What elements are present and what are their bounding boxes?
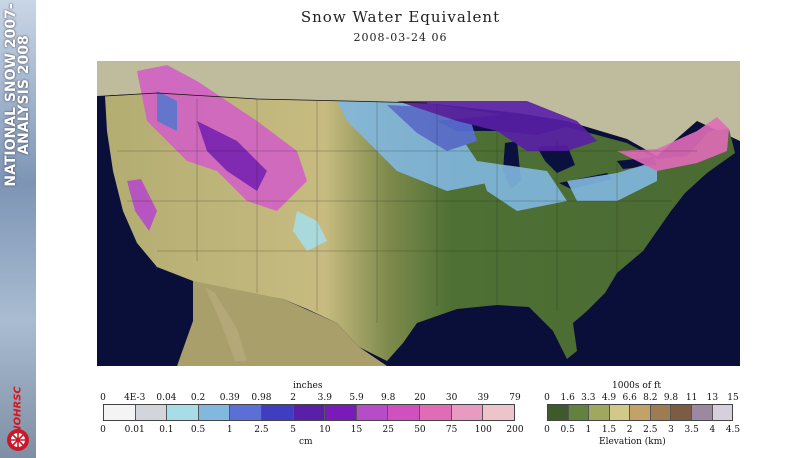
swe-top-tick: 2 <box>290 393 297 403</box>
elevation-bottom-tick: 2.5 <box>643 425 658 435</box>
swe-swatch <box>293 405 326 420</box>
elevation-top-tick: 11 <box>685 393 698 403</box>
swe-bottom-tick: 0.01 <box>124 425 145 435</box>
elevation-swatch <box>712 405 733 420</box>
elevation-bottom-tick: 3.5 <box>684 425 699 435</box>
state-borders <box>117 99 697 323</box>
swe-bottom-tick: 0.5 <box>190 425 206 435</box>
swe-swatch <box>388 405 421 420</box>
elevation-swatch <box>671 405 692 420</box>
swe-swatch <box>262 405 294 420</box>
swe-bottom-tick: 50 <box>414 425 426 435</box>
swe-bottom-tick: 5 <box>290 425 297 435</box>
elevation-color-bar <box>547 404 733 421</box>
swe-bottom-tick: 15 <box>350 425 363 435</box>
map-title: Snow Water Equivalent <box>300 8 501 26</box>
swe-top-tick: 20 <box>414 393 426 403</box>
swe-bottom-tick: 2.5 <box>254 425 269 435</box>
swe-bottom-tick: 100 <box>474 425 492 435</box>
elevation-swatch <box>609 405 631 420</box>
elevation-bottom-tick: 1 <box>585 425 592 435</box>
swe-bottom-tick: 10 <box>319 425 331 435</box>
swe-top-tick: 9.8 <box>381 393 396 403</box>
snow-cover <box>127 65 729 251</box>
elevation-unit-top: 1000s of ft <box>612 381 661 391</box>
baja-peninsula <box>205 287 247 361</box>
swe-bottom-tick: 25 <box>382 425 394 435</box>
elevation-swatch <box>568 405 590 420</box>
elevation-bottom-tick: 4.5 <box>725 425 741 435</box>
swe-swatch <box>356 405 389 420</box>
swe-top-tick: 0.04 <box>156 393 177 403</box>
elevation-swatch <box>650 405 672 420</box>
elevation-bottom-tick: 3 <box>668 425 674 435</box>
elevation-swatch <box>691 405 713 420</box>
swe-swatch <box>135 405 168 420</box>
map-timestamp: 2008-03-24 06 <box>353 31 448 44</box>
us-border <box>104 92 428 104</box>
elevation-bottom-tick: 2 <box>626 425 633 435</box>
swe-top-tick: 5.9 <box>349 393 364 403</box>
swe-swatch <box>451 405 484 420</box>
elevation-bottom-tick: 0 <box>544 425 550 435</box>
elevation-top-tick: 8.2 <box>643 393 658 403</box>
elevation-top-tick: 0 <box>544 393 550 403</box>
swe-color-bar <box>103 404 515 421</box>
elevation-top-tick: 3.3 <box>581 393 596 403</box>
elevation-swatch <box>630 405 651 420</box>
swe-bottom-tick: 0.1 <box>159 425 174 435</box>
swe-top-tick: 0.39 <box>219 393 240 403</box>
swe-unit-bottom: cm <box>299 437 313 447</box>
swe-top-tick: 79 <box>509 393 521 403</box>
swe-map <box>97 61 740 366</box>
elevation-unit-bottom: Elevation (km) <box>599 437 666 447</box>
swe-top-tick: 3.9 <box>317 393 333 403</box>
elevation-top-tick: 6.6 <box>622 393 637 403</box>
elevation-bottom-tick: 1.5 <box>601 425 617 435</box>
swe-top-tick: 39 <box>477 393 490 403</box>
swe-bottom-tick: 75 <box>445 425 458 435</box>
swe-top-tick: 30 <box>445 393 458 403</box>
swe-top-tick: 0.2 <box>190 393 206 403</box>
swe-swatch <box>420 405 452 420</box>
swe-swatch <box>104 405 136 420</box>
swe-swatch <box>483 405 514 420</box>
swe-swatch <box>167 405 199 420</box>
elevation-bottom-tick: 0.5 <box>560 425 575 435</box>
elevation-top-tick: 9.8 <box>663 393 679 403</box>
swe-bottom-tick: 0 <box>100 425 106 435</box>
swe-unit-top: inches <box>293 381 323 391</box>
swe-swatch <box>198 405 231 420</box>
elevation-top-tick: 15 <box>727 393 739 403</box>
swe-swatch <box>325 405 357 420</box>
elevation-swatch <box>589 405 610 420</box>
swe-top-tick: 4E-3 <box>124 393 146 403</box>
nohrsc-logo-icon <box>7 429 29 451</box>
sidebar-banner: NATIONAL SNOW 2007- ANALYSIS 2008 NOHRSC <box>0 0 36 458</box>
swe-swatch <box>230 405 263 420</box>
elevation-top-tick: 1.6 <box>560 393 575 403</box>
swe-bottom-tick: 1 <box>226 425 233 435</box>
canada-land <box>97 61 740 156</box>
swe-top-tick: 0 <box>100 393 106 403</box>
elevation-top-tick: 13 <box>706 393 719 403</box>
elevation-top-tick: 4.9 <box>601 393 617 403</box>
elevation-swatch <box>548 405 569 420</box>
elevation-bottom-tick: 4 <box>709 425 716 435</box>
swe-bottom-tick: 200 <box>506 425 524 435</box>
swe-top-tick: 0.98 <box>251 393 272 403</box>
